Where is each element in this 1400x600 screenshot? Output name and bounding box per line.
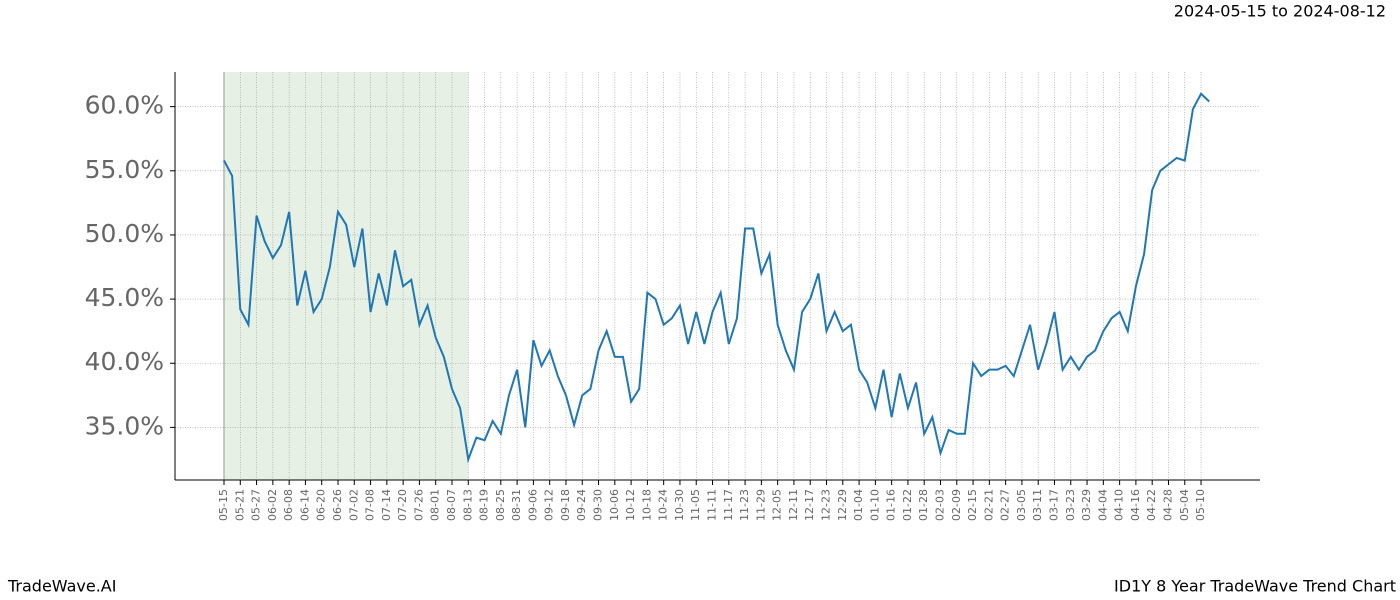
x-tick-label: 09-24: [575, 489, 588, 521]
x-tick-label: 03-29: [1080, 489, 1093, 521]
x-tick-label: 04-10: [1113, 489, 1126, 521]
y-tick-label: 50.0%: [85, 219, 164, 248]
x-tick-label: 03-17: [1047, 489, 1060, 521]
y-tick-label: 45.0%: [85, 283, 164, 312]
highlight-band: [224, 72, 469, 480]
x-tick-label: 02-27: [999, 489, 1012, 521]
x-tick-label: 06-20: [315, 489, 328, 521]
x-tick-label: 03-05: [1015, 489, 1028, 521]
x-tick-label: 03-11: [1031, 489, 1044, 521]
x-tick-label: 02-03: [933, 489, 946, 521]
x-tick-label: 12-17: [803, 489, 816, 521]
x-tick-label: 03-23: [1064, 489, 1077, 521]
x-tick-label: 02-21: [982, 489, 995, 521]
x-tick-label: 01-22: [901, 489, 914, 521]
x-tick-label: 04-16: [1129, 489, 1142, 521]
chart-title: 2024-05-15 to 2024-08-12: [1174, 2, 1386, 21]
x-tick-label: 11-05: [689, 489, 702, 521]
x-tick-label: 07-20: [396, 489, 409, 521]
chart-caption: ID1Y 8 Year TradeWave Trend Chart: [1114, 577, 1396, 596]
x-tick-label: 12-23: [820, 489, 833, 521]
x-tick-label: 10-18: [640, 489, 653, 521]
x-tick-label: 10-12: [624, 489, 637, 521]
x-tick-label: 04-28: [1161, 489, 1174, 521]
y-tick-label: 35.0%: [85, 411, 164, 440]
x-tick-label: 10-06: [608, 489, 621, 521]
x-tick-label: 05-21: [233, 489, 246, 521]
y-tick-label: 55.0%: [85, 155, 164, 184]
x-tick-label: 12-11: [787, 489, 800, 521]
x-tick-label: 11-11: [706, 489, 719, 521]
x-tick-label: 11-23: [738, 489, 751, 521]
x-tick-label: 06-08: [282, 489, 295, 521]
x-tick-label: 01-04: [852, 489, 865, 521]
x-tick-label: 06-26: [331, 489, 344, 521]
x-tick-label: 09-12: [543, 489, 556, 521]
x-tick-label: 07-08: [364, 489, 377, 521]
x-tick-label: 12-29: [836, 489, 849, 521]
x-tick-label: 05-27: [250, 489, 263, 521]
y-tick-label: 60.0%: [85, 91, 164, 120]
x-tick-label: 07-02: [347, 489, 360, 521]
x-tick-label: 10-30: [673, 489, 686, 521]
x-tick-label: 06-02: [266, 489, 279, 521]
x-tick-label: 08-07: [445, 489, 458, 521]
x-tick-label: 05-04: [1178, 489, 1191, 521]
x-tick-label: 05-15: [217, 489, 230, 521]
x-tick-label: 02-15: [966, 489, 979, 521]
x-tick-label: 04-04: [1096, 489, 1109, 521]
trend-line: [223, 92, 1210, 464]
x-tick-label: 11-17: [722, 489, 735, 521]
x-tick-label: 11-29: [754, 489, 767, 521]
x-tick-label: 12-05: [771, 489, 784, 521]
x-tick-label: 09-30: [592, 489, 605, 521]
x-tick-label: 01-10: [868, 489, 881, 521]
x-tick-label: 01-16: [885, 489, 898, 521]
x-tick-label: 10-24: [657, 489, 670, 521]
x-tick-label: 08-13: [461, 489, 474, 521]
x-tick-label: 04-22: [1145, 489, 1158, 521]
x-tick-label: 09-06: [526, 489, 539, 521]
brand: TradeWave.AI: [7, 577, 116, 596]
x-tick-label: 05-10: [1194, 489, 1207, 521]
x-tick-label: 08-25: [494, 489, 507, 521]
x-tick-label: 07-14: [380, 489, 393, 521]
x-tick-label: 07-26: [412, 489, 425, 521]
x-tick-label: 08-31: [510, 489, 523, 521]
x-tick-label: 02-09: [950, 489, 963, 521]
x-tick-label: 08-01: [429, 489, 442, 521]
x-tick-label: 08-19: [478, 489, 491, 521]
x-tick-label: 09-18: [559, 489, 572, 521]
x-tick-label: 01-28: [917, 489, 930, 521]
x-tick-label: 06-14: [298, 489, 311, 521]
y-tick-label: 40.0%: [85, 347, 164, 376]
